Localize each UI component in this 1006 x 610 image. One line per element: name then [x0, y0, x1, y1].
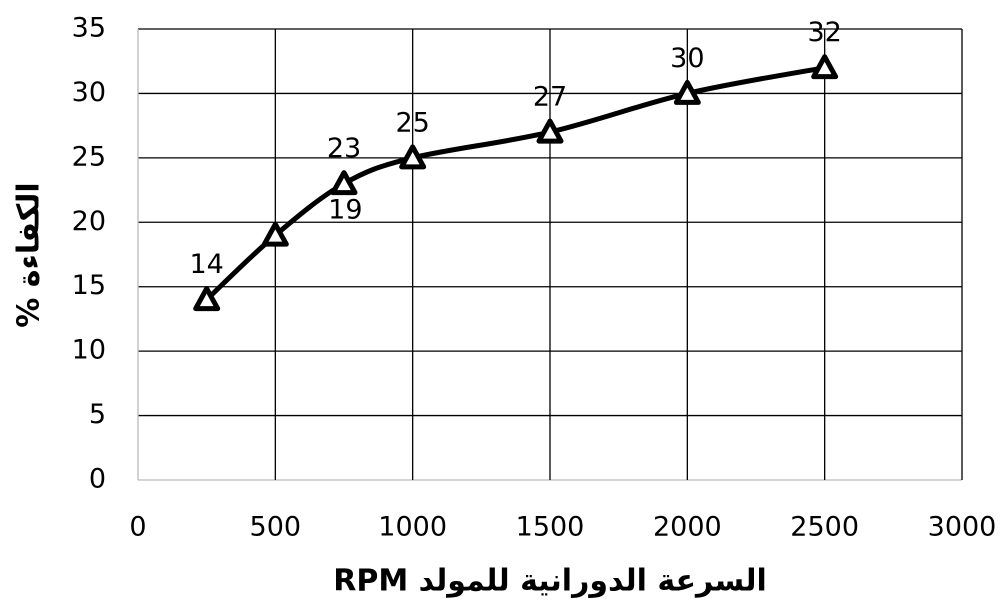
- data-label: 30: [670, 43, 704, 74]
- marker: [330, 170, 358, 196]
- y-tick-label: 30: [72, 77, 106, 108]
- y-tick-label: 35: [72, 13, 106, 44]
- marker: [811, 54, 839, 80]
- x-tick-label: 1500: [516, 512, 585, 543]
- x-axis-label: السرعة الدورانية للمولد RPM: [333, 564, 767, 599]
- marker: [261, 221, 289, 247]
- data-label: 32: [807, 17, 841, 48]
- data-label: 23: [327, 133, 361, 164]
- data-label: 25: [395, 107, 429, 138]
- data-label: 27: [533, 82, 567, 113]
- marker: [193, 286, 221, 312]
- x-tick-label: 1000: [378, 512, 447, 543]
- data-label: 14: [189, 249, 223, 280]
- series-line: [204, 65, 826, 302]
- marker: [673, 79, 701, 105]
- y-tick-label: 25: [72, 141, 106, 172]
- x-tick-label: 500: [250, 512, 302, 543]
- y-tick-label: 20: [72, 206, 106, 237]
- x-tick-label: 3000: [928, 512, 997, 543]
- y-tick-label: 0: [89, 464, 106, 495]
- marker: [536, 118, 564, 144]
- data-label: 19: [328, 195, 362, 226]
- y-tick-label: 10: [72, 335, 106, 366]
- marker: [399, 144, 427, 170]
- x-tick-label: 2000: [653, 512, 722, 543]
- y-axis-label: الكفاءة %: [12, 182, 47, 327]
- x-tick-label: 2500: [790, 512, 859, 543]
- y-tick-label: 15: [72, 270, 106, 301]
- x-tick-label: 0: [129, 512, 146, 543]
- y-tick-label: 5: [89, 399, 106, 430]
